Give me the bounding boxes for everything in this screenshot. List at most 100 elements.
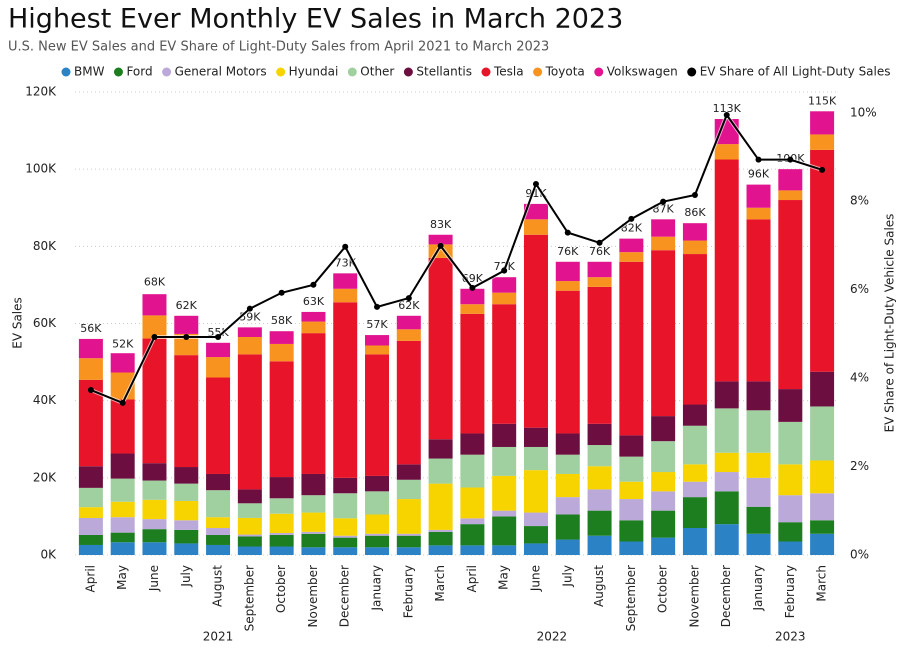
bar-segment <box>619 261 644 436</box>
bar-segment <box>587 466 612 490</box>
total-label: 63K <box>303 295 325 308</box>
total-label: 115K <box>808 94 837 107</box>
bar-segment <box>174 520 199 530</box>
bar-segment <box>682 254 707 405</box>
share-point <box>596 239 603 246</box>
x-tick-label: November <box>687 565 701 627</box>
bar-segment <box>142 499 167 520</box>
bar-segment <box>428 439 453 459</box>
bar-segment <box>587 510 612 536</box>
bar-segment <box>142 294 167 316</box>
bar-segment <box>460 433 485 455</box>
bar-segment <box>78 517 103 535</box>
bar-segment <box>523 234 548 428</box>
bar-segment <box>555 433 580 455</box>
bar-segment <box>651 472 676 492</box>
bar-segment <box>269 477 294 499</box>
bar-segment <box>206 342 231 358</box>
share-point <box>787 156 794 163</box>
bar-segment <box>651 441 676 473</box>
bar-segment <box>396 533 421 536</box>
bar-segment <box>333 288 358 303</box>
legend-marker <box>594 67 604 77</box>
bar-segment <box>206 534 231 545</box>
bar-segment <box>682 481 707 498</box>
share-point <box>532 180 539 187</box>
share-point <box>660 198 667 205</box>
bar-segment <box>142 315 167 339</box>
bar-segment <box>460 304 485 314</box>
bar-segment <box>778 389 803 422</box>
bar-segment <box>365 514 390 534</box>
bar-segment <box>301 321 326 334</box>
total-label: 86K <box>684 206 706 219</box>
share-point <box>501 267 508 274</box>
bar-segment <box>492 423 517 447</box>
bar-segment <box>237 517 262 535</box>
bar-segment <box>142 519 167 530</box>
total-label: 83K <box>430 218 452 231</box>
bar-segment <box>651 236 676 251</box>
bar-segment <box>460 545 485 555</box>
bar-segment <box>682 240 707 255</box>
y-axis-label: EV Sales <box>11 297 25 349</box>
bar-segment <box>587 286 612 424</box>
bar-segment <box>682 223 707 241</box>
bar-segment <box>110 353 135 373</box>
bar-segment <box>396 315 421 330</box>
bar-segment <box>301 512 326 532</box>
bar-segment <box>237 337 262 355</box>
bar-segment <box>78 534 103 545</box>
y-tick-label: 100K <box>25 162 57 176</box>
bar-segment <box>428 458 453 484</box>
y2-tick-label: 10% <box>850 105 877 119</box>
bar-segment <box>619 435 644 457</box>
x-tick-label: September <box>624 565 638 631</box>
bar-segment <box>428 483 453 530</box>
bar-segment <box>301 311 326 322</box>
bar-segment <box>237 489 262 504</box>
bar-segment <box>396 329 421 341</box>
legend-label: Toyota <box>545 65 585 79</box>
bar-segment <box>619 238 644 253</box>
bar-segment <box>396 464 421 480</box>
bar-segment <box>714 159 739 382</box>
total-label: 62K <box>176 299 198 312</box>
bar-segment <box>237 546 262 555</box>
bar-segment <box>78 466 103 488</box>
y2-tick-label: 6% <box>850 282 869 296</box>
chart-subtitle: U.S. New EV Sales and EV Share of Light-… <box>8 40 549 55</box>
bar-segment <box>269 513 294 534</box>
bar-segment <box>174 529 199 544</box>
bar-segment <box>714 472 739 492</box>
bar-segment <box>746 219 771 382</box>
total-label: 58K <box>271 314 293 327</box>
bar-segment <box>174 483 199 501</box>
bar-segment <box>396 479 421 500</box>
bar-segment <box>396 499 421 534</box>
bar-segment <box>333 535 358 538</box>
bar-segment <box>110 517 135 533</box>
bar-segment <box>810 371 835 407</box>
bar-segment <box>269 546 294 555</box>
bar-segment <box>778 169 803 191</box>
legend-label: General Motors <box>175 65 267 79</box>
bar-segment <box>492 304 517 424</box>
bar-segment <box>746 533 771 555</box>
legend-marker <box>113 67 123 77</box>
legend-label: Volkswagen <box>607 65 678 79</box>
bar-segment <box>778 522 803 542</box>
bar-segment <box>206 544 231 555</box>
y2-tick-label: 0% <box>850 548 869 562</box>
bar-segment <box>301 533 326 548</box>
legend-label: Ford <box>126 65 152 79</box>
bar-segment <box>142 480 167 500</box>
bar-segment <box>492 277 517 293</box>
bar-segment <box>301 531 326 534</box>
bar-segment <box>746 452 771 478</box>
bar-segment <box>110 453 135 479</box>
bar-segment <box>269 498 294 514</box>
x-tick-label: February <box>401 565 415 618</box>
bar-segment <box>110 478 135 502</box>
x-tick-label: May <box>115 565 129 590</box>
